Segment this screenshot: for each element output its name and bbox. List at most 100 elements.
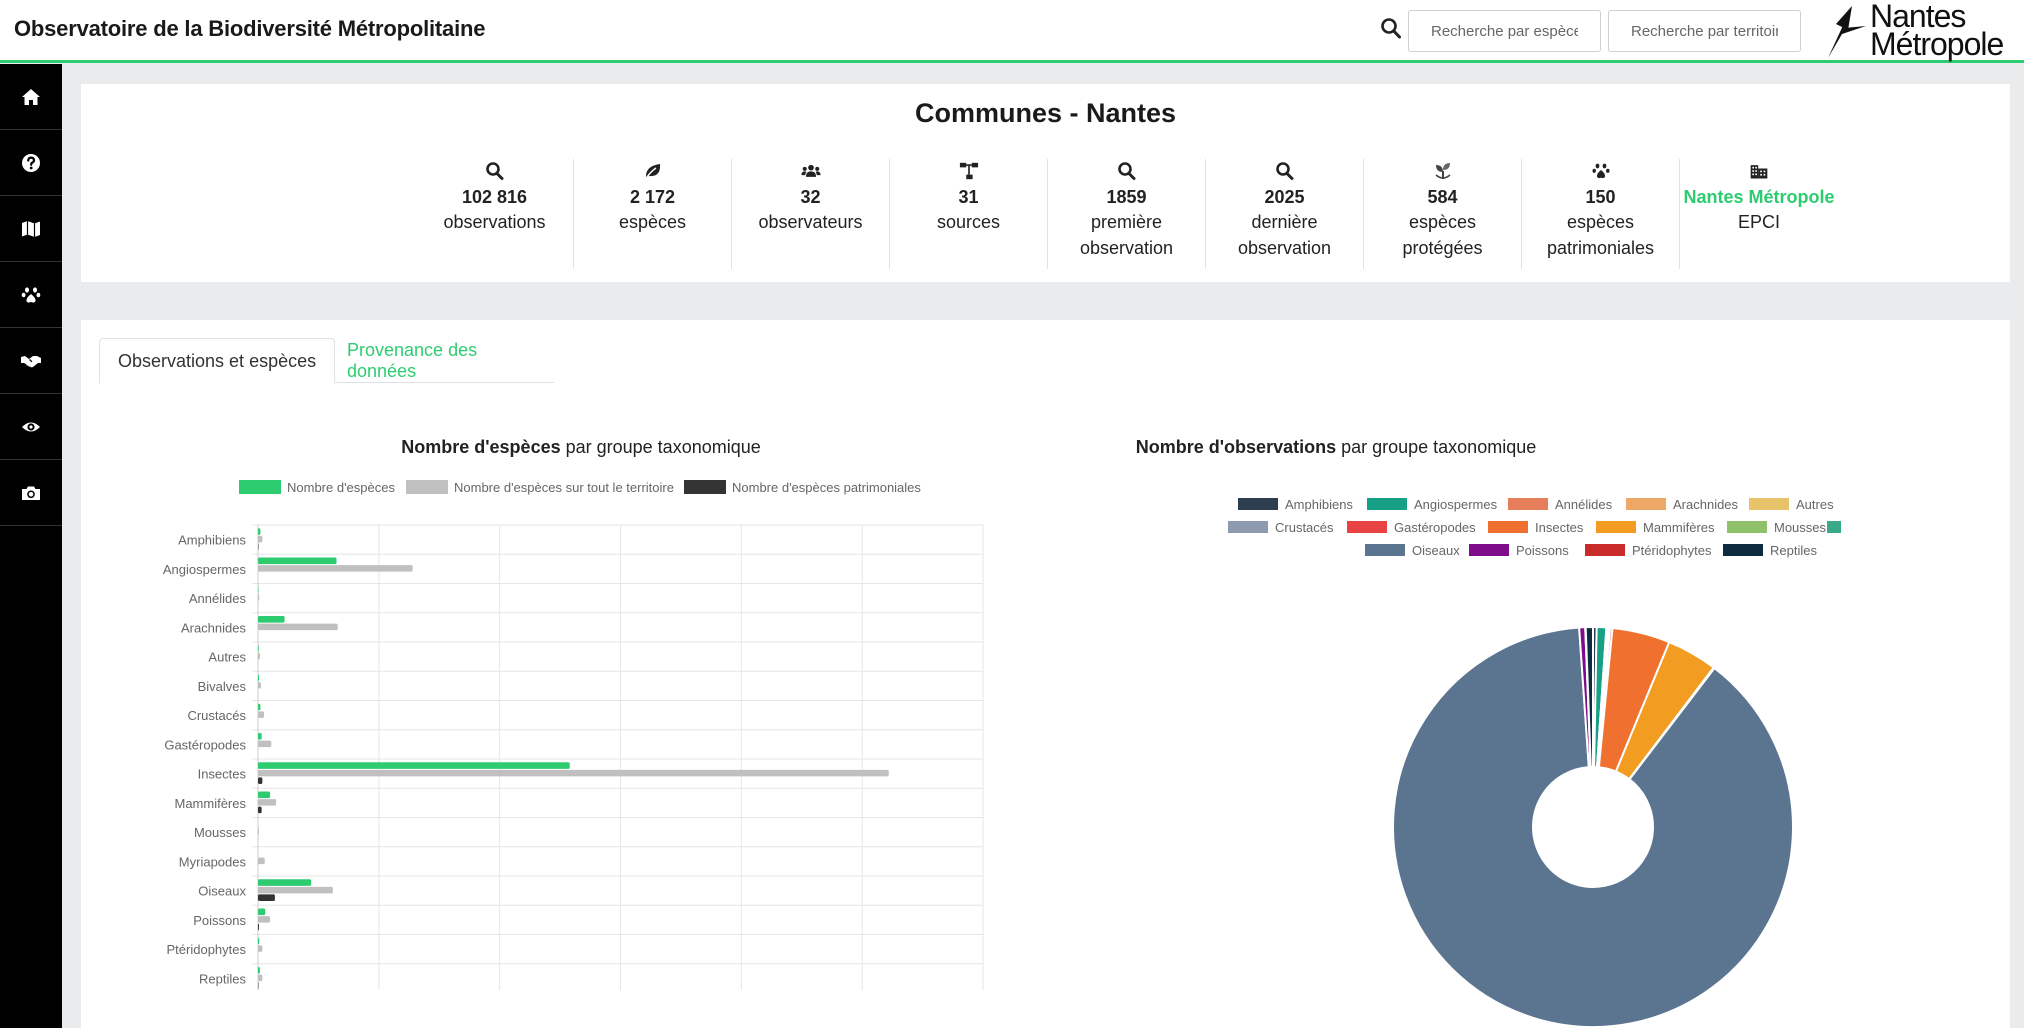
bar-gasteropodes-nombre-d-especes-sur-tout-le-territoire[interactable] xyxy=(258,740,272,748)
bar-crustaces-nombre-d-especes[interactable] xyxy=(258,703,261,711)
bar-oiseaux-nombre-d-especes-sur-tout-le-territoire[interactable] xyxy=(258,886,333,894)
legend-item-poissons[interactable]: Poissons xyxy=(1469,543,1569,558)
y-tick-label: Annélides xyxy=(189,591,247,606)
legend-item-arachnides[interactable]: Arachnides xyxy=(1626,497,1739,512)
territory-search-input[interactable] xyxy=(1608,10,1801,52)
bar-angiospermes-nombre-d-especes[interactable] xyxy=(258,557,337,565)
bar-gasteropodes-nombre-d-especes[interactable] xyxy=(258,732,262,740)
sidebar-item-view[interactable] xyxy=(0,394,62,460)
bar-pteridophytes-nombre-d-especes-sur-tout-le-territoire[interactable] xyxy=(258,945,263,952)
sidebar-item-home[interactable] xyxy=(0,64,62,130)
camera-icon xyxy=(22,486,40,500)
legend-item-annelides[interactable]: Annélides xyxy=(1508,497,1613,512)
legend-item-gasteropodes[interactable]: Gastéropodes xyxy=(1347,520,1476,535)
legend-item-crustaces[interactable]: Crustacés xyxy=(1228,520,1334,535)
bar-arachnides-nombre-d-especes-sur-tout-le-territoire[interactable] xyxy=(258,623,338,631)
territory-summary-card: Communes - Nantes 102 816 observations 2… xyxy=(81,84,2010,282)
y-tick-label: Ptéridophytes xyxy=(167,942,247,957)
stat-value: 2 172 xyxy=(629,187,676,207)
bar-reptiles-nombre-d-especes-sur-tout-le-territoire[interactable] xyxy=(258,974,263,982)
legend-swatch xyxy=(1347,521,1387,533)
stat-value: 150 xyxy=(1585,187,1616,207)
eye-icon xyxy=(22,422,40,431)
tab-observations-species[interactable]: Observations et espèces xyxy=(99,338,336,384)
bar-arachnides-nombre-d-especes[interactable] xyxy=(258,615,285,623)
sitemap-icon xyxy=(959,162,978,180)
bar-amphibiens-nombre-d-especes[interactable] xyxy=(258,528,261,535)
legend-item-mousses[interactable]: Mousses xyxy=(1727,520,1827,535)
legend-item-autres[interactable]: Autres xyxy=(1749,497,1834,512)
bar-poissons-nombre-d-especes-sur-tout-le-territoire[interactable] xyxy=(258,916,271,923)
legend-label: Arachnides xyxy=(1673,497,1739,512)
tab-data-provenance[interactable]: Provenance des données xyxy=(347,339,478,381)
bar-mammiferes-nombre-d-especes[interactable] xyxy=(258,791,271,799)
bar-oiseaux-nombre-d-especes[interactable] xyxy=(258,879,312,886)
legend-label: Ptéridophytes xyxy=(1632,543,1712,558)
bar-angiospermes-nombre-d-especes-sur-tout-le-territoire[interactable] xyxy=(258,565,413,572)
legend-item-reptiles[interactable]: Reptiles xyxy=(1723,543,1817,558)
bar-mammiferes-nombre-d-especes-patrimoniales[interactable] xyxy=(258,806,262,814)
brand-title[interactable]: Observatoire de la Biodiversité Métropol… xyxy=(14,16,486,41)
page-title: Communes - Nantes xyxy=(914,98,1177,128)
y-tick-label: Bivalves xyxy=(198,679,247,694)
stat-label: espèces protégées xyxy=(1402,212,1483,258)
bar-poissons-nombre-d-especes[interactable] xyxy=(258,908,266,916)
building-icon xyxy=(1750,165,1768,179)
stat-first-observation: 1859 première observation xyxy=(1048,159,1206,269)
bar-autres-nombre-d-especes[interactable] xyxy=(258,645,259,652)
bar-pteridophytes-nombre-d-especes[interactable] xyxy=(258,937,260,945)
y-tick-label: Crustacés xyxy=(187,708,246,723)
bar-insectes-nombre-d-especes-sur-tout-le-territoire[interactable] xyxy=(258,769,889,777)
nantes-metropole-logo[interactable]: Nantes Métropole xyxy=(1820,0,2020,62)
bar-crustaces-nombre-d-especes-sur-tout-le-territoire[interactable] xyxy=(258,711,265,718)
bar-poissons-nombre-d-especes-patrimoniales[interactable] xyxy=(258,923,259,931)
y-tick-label: Insectes xyxy=(198,767,247,782)
sidebar-item-gallery[interactable] xyxy=(0,460,62,526)
stat-value: 584 xyxy=(1427,187,1458,207)
sidebar-item-map[interactable] xyxy=(0,196,62,262)
legend-swatch xyxy=(1228,521,1268,533)
bar-insectes-nombre-d-especes[interactable] xyxy=(258,762,570,769)
bar-oiseaux-nombre-d-especes-patrimoniales[interactable] xyxy=(258,894,275,902)
bar-mammiferes-nombre-d-especes-sur-tout-le-territoire[interactable] xyxy=(258,799,277,806)
legend-item-amphibiens[interactable]: Amphibiens xyxy=(1238,497,1353,512)
legend-item-oiseaux[interactable]: Oiseaux xyxy=(1365,543,1460,558)
stats-row: 102 816 observations 2 172 espèces 32 ob… xyxy=(416,159,1838,269)
charts-card: Observations et espèces Provenance des d… xyxy=(81,320,2010,1028)
legend-item-nombre-d-especes-patrimoniales[interactable]: Nombre d'espèces patrimoniales xyxy=(684,480,921,495)
sidebar-item-species[interactable] xyxy=(0,262,62,328)
search-icon[interactable] xyxy=(1380,16,1402,40)
search-icon xyxy=(485,162,503,180)
legend-item-angiospermes[interactable]: Angiospermes xyxy=(1367,497,1498,512)
bar-reptiles-nombre-d-especes[interactable] xyxy=(258,966,260,974)
legend-swatch xyxy=(684,480,726,494)
users-icon xyxy=(800,164,821,177)
stat-label: dernière observation xyxy=(1237,212,1332,258)
bar-insectes-nombre-d-especes-patrimoniales[interactable] xyxy=(258,777,263,785)
sidebar-item-partners[interactable] xyxy=(0,328,62,394)
bar-myriapodes-nombre-d-especes-sur-tout-le-territoire[interactable] xyxy=(258,857,265,865)
logo-line-2: Métropole xyxy=(1870,26,2004,62)
bar-bivalves-nombre-d-especes[interactable] xyxy=(258,674,259,682)
slice-oiseaux[interactable] xyxy=(1392,626,1794,1028)
bar-amphibiens-nombre-d-especes-sur-tout-le-territoire[interactable] xyxy=(258,535,263,543)
species-search-input[interactable] xyxy=(1408,10,1601,52)
bar-annelides-nombre-d-especes-sur-tout-le-territoire[interactable] xyxy=(258,594,260,601)
bar-autres-nombre-d-especes-sur-tout-le-territoire[interactable] xyxy=(258,652,260,660)
stat-value: 32 xyxy=(800,187,821,207)
bar-bivalves-nombre-d-especes-sur-tout-le-territoire[interactable] xyxy=(258,682,261,689)
stat-species: 2 172 espèces xyxy=(574,159,732,269)
stat-label: observateurs xyxy=(758,212,863,232)
legend-item-insectes[interactable]: Insectes xyxy=(1488,520,1584,535)
legend-item-pteridophytes[interactable]: Ptéridophytes xyxy=(1585,543,1712,558)
slice-reptiles[interactable] xyxy=(1584,625,1594,769)
legend-item-nombre-d-especes-sur-tout-le-territoire[interactable]: Nombre d'espèces sur tout le territoire xyxy=(406,480,674,495)
bar-mousses-nombre-d-especes-sur-tout-le-territoire[interactable] xyxy=(258,828,259,835)
legend-swatch xyxy=(1749,498,1789,510)
epci-link[interactable]: Nantes Métropole xyxy=(1683,187,1835,207)
sidebar-item-help[interactable] xyxy=(0,130,62,196)
legend-item-myriapodes[interactable]: Myriapodes xyxy=(1827,520,1841,535)
legend-item-mammiferes[interactable]: Mammifères xyxy=(1596,520,1715,535)
legend-item-nombre-d-especes[interactable]: Nombre d'espèces xyxy=(239,480,395,495)
y-tick-label: Autres xyxy=(208,650,246,665)
